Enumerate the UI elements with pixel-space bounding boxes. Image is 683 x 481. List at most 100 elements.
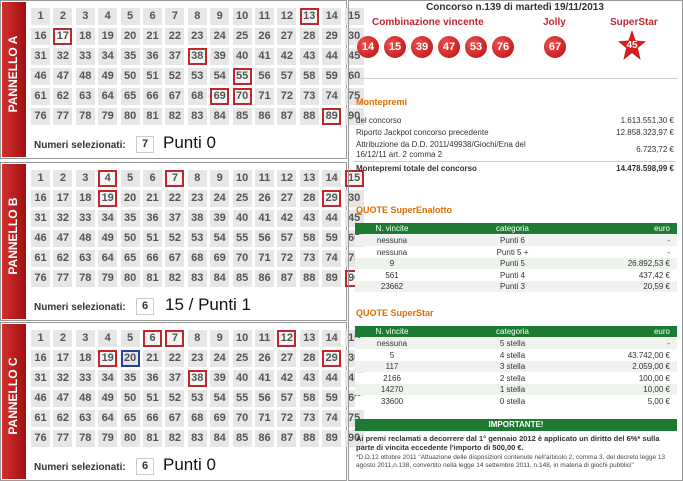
number-cell[interactable]: 11 [255, 8, 274, 25]
number-cell[interactable]: 42 [277, 48, 297, 65]
number-cell[interactable]: 57 [277, 230, 297, 247]
number-cell[interactable]: 86 [255, 430, 274, 447]
number-cell[interactable]: 77 [53, 270, 73, 287]
number-cell[interactable]: 48 [75, 230, 95, 247]
number-cell[interactable]: 82 [165, 270, 185, 287]
number-cell[interactable]: 19 [98, 350, 118, 367]
number-cell[interactable]: 59 [322, 390, 342, 407]
number-cell[interactable]: 22 [165, 190, 185, 207]
number-cell[interactable]: 3 [75, 170, 95, 187]
number-cell[interactable]: 64 [98, 250, 118, 267]
number-cell[interactable]: 78 [75, 108, 95, 125]
number-cell[interactable]: 52 [165, 68, 185, 85]
number-cell[interactable]: 66 [143, 88, 162, 105]
number-cell[interactable]: 46 [31, 68, 50, 85]
number-cell[interactable]: 16 [31, 190, 50, 207]
number-cell[interactable]: 74 [322, 410, 342, 427]
number-cell[interactable]: 88 [299, 430, 319, 447]
number-cell[interactable]: 8 [187, 8, 207, 25]
number-cell[interactable]: 35 [120, 210, 140, 227]
number-cell[interactable]: 34 [98, 210, 118, 227]
number-cell[interactable]: 80 [120, 430, 140, 447]
number-cell[interactable]: 81 [143, 430, 162, 447]
number-cell[interactable]: 69 [210, 410, 230, 427]
number-cell[interactable]: 16 [31, 28, 50, 45]
number-cell[interactable]: 29 [322, 190, 342, 207]
number-cell[interactable]: 77 [53, 430, 73, 447]
number-cell[interactable]: 32 [53, 210, 73, 227]
number-cell[interactable]: 80 [120, 270, 140, 287]
number-cell[interactable]: 59 [322, 68, 342, 85]
number-cell[interactable]: 39 [210, 210, 230, 227]
number-cell[interactable]: 47 [53, 230, 73, 247]
number-cell[interactable]: 50 [120, 68, 140, 85]
number-cell[interactable]: 9 [210, 330, 230, 347]
number-cell[interactable]: 43 [299, 48, 319, 65]
number-cell[interactable]: 50 [120, 390, 140, 407]
number-cell[interactable]: 72 [277, 250, 297, 267]
number-cell[interactable]: 15 [344, 170, 364, 187]
number-cell[interactable]: 79 [98, 108, 118, 125]
number-cell[interactable]: 58 [299, 390, 319, 407]
number-cell[interactable]: 5 [120, 330, 140, 347]
number-cell[interactable]: 82 [165, 108, 185, 125]
number-cell[interactable]: 90 [344, 108, 364, 125]
number-cell[interactable]: 41 [255, 48, 274, 65]
number-cell[interactable]: 86 [255, 270, 274, 287]
number-cell[interactable]: 14 [322, 330, 342, 347]
number-cell[interactable]: 14 [322, 8, 342, 25]
number-cell[interactable]: 78 [75, 430, 95, 447]
number-cell[interactable]: 86 [255, 108, 274, 125]
number-cell[interactable]: 76 [31, 270, 50, 287]
number-cell[interactable]: 38 [187, 210, 207, 227]
number-cell[interactable]: 17 [53, 28, 73, 45]
number-cell[interactable]: 20 [120, 190, 140, 207]
number-cell[interactable]: 51 [143, 390, 162, 407]
number-cell[interactable]: 70 [232, 88, 252, 105]
number-cell[interactable]: 42 [277, 210, 297, 227]
number-cell[interactable]: 63 [75, 250, 95, 267]
number-cell[interactable]: 39 [210, 48, 230, 65]
number-cell[interactable]: 65 [120, 88, 140, 105]
number-cell[interactable]: 40 [232, 370, 252, 387]
number-cell[interactable]: 19 [98, 28, 118, 45]
number-cell[interactable]: 63 [75, 410, 95, 427]
number-cell[interactable]: 74 [322, 88, 342, 105]
number-cell[interactable]: 28 [299, 350, 319, 367]
number-cell[interactable]: 36 [143, 370, 162, 387]
number-cell[interactable]: 54 [210, 68, 230, 85]
number-cell[interactable]: 69 [210, 88, 230, 105]
number-cell[interactable]: 80 [120, 108, 140, 125]
number-cell[interactable]: 28 [299, 190, 319, 207]
number-cell[interactable]: 68 [187, 88, 207, 105]
number-cell[interactable]: 21 [143, 350, 162, 367]
number-cell[interactable]: 53 [187, 230, 207, 247]
number-cell[interactable]: 13 [299, 330, 319, 347]
number-cell[interactable]: 16 [31, 350, 50, 367]
number-cell[interactable]: 63 [75, 88, 95, 105]
number-cell[interactable]: 17 [53, 350, 73, 367]
number-cell[interactable]: 85 [232, 430, 252, 447]
number-cell[interactable]: 83 [187, 270, 207, 287]
number-cell[interactable]: 7 [165, 170, 185, 187]
number-cell[interactable]: 41 [255, 370, 274, 387]
number-cell[interactable]: 52 [165, 390, 185, 407]
number-cell[interactable]: 5 [120, 8, 140, 25]
number-cell[interactable]: 6 [143, 8, 162, 25]
number-cell[interactable]: 4 [98, 330, 118, 347]
number-cell[interactable]: 73 [299, 250, 319, 267]
number-cell[interactable]: 25 [232, 190, 252, 207]
number-cell[interactable]: 42 [277, 370, 297, 387]
number-cell[interactable]: 27 [277, 350, 297, 367]
number-cell[interactable]: 76 [31, 430, 50, 447]
number-cell[interactable]: 6 [143, 170, 162, 187]
number-cell[interactable]: 58 [299, 68, 319, 85]
number-cell[interactable]: 71 [255, 410, 274, 427]
number-cell[interactable]: 5 [120, 170, 140, 187]
number-cell[interactable]: 58 [299, 230, 319, 247]
number-cell[interactable]: 45 [344, 210, 364, 227]
number-cell[interactable]: 62 [53, 88, 73, 105]
number-cell[interactable]: 12 [277, 8, 297, 25]
number-cell[interactable]: 1 [31, 8, 50, 25]
number-cell[interactable]: 2 [53, 170, 73, 187]
